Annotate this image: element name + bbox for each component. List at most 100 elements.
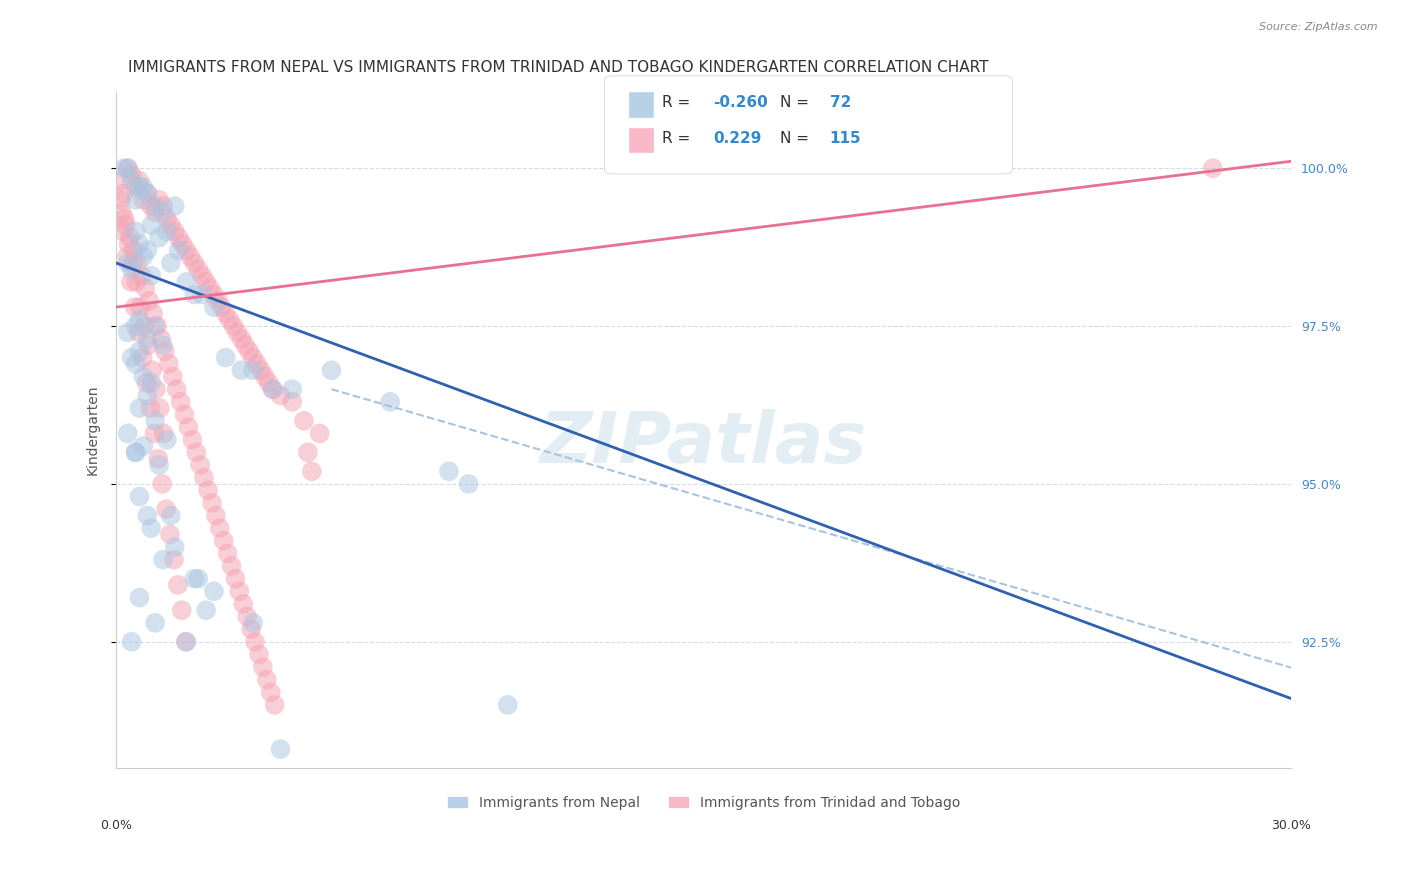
Point <box>232 597 254 611</box>
Point <box>111 205 134 219</box>
Point <box>132 180 155 194</box>
Point <box>159 256 181 270</box>
Point <box>124 224 146 238</box>
Point <box>132 250 155 264</box>
Point <box>195 603 218 617</box>
Point <box>121 256 143 270</box>
Point <box>457 477 479 491</box>
Text: R =: R = <box>662 131 700 145</box>
Point <box>176 275 198 289</box>
Point <box>167 578 190 592</box>
Point <box>191 287 214 301</box>
Point <box>108 174 131 188</box>
Point <box>233 338 256 352</box>
Point <box>159 527 181 541</box>
Point <box>136 186 159 201</box>
Point <box>163 224 186 238</box>
Point <box>270 388 292 402</box>
Point <box>187 262 209 277</box>
Text: 0.229: 0.229 <box>713 131 761 145</box>
Point <box>110 193 132 207</box>
Point <box>118 230 141 244</box>
Point <box>240 622 263 636</box>
Point <box>117 256 139 270</box>
Point <box>152 205 174 219</box>
Point <box>136 388 159 402</box>
Point <box>172 237 194 252</box>
Point <box>221 559 243 574</box>
Point <box>159 218 181 232</box>
Point <box>162 369 184 384</box>
Point <box>128 174 150 188</box>
Point <box>167 244 190 258</box>
Point <box>143 199 166 213</box>
Point <box>187 572 209 586</box>
Point <box>253 369 276 384</box>
Point <box>141 376 163 390</box>
Point <box>117 237 139 252</box>
Point <box>262 382 284 396</box>
Point <box>270 742 292 756</box>
Point <box>136 338 159 352</box>
Point <box>143 205 166 219</box>
Point <box>163 552 186 566</box>
Text: R =: R = <box>662 95 696 110</box>
Point <box>228 584 250 599</box>
Point <box>202 584 225 599</box>
Point <box>321 363 343 377</box>
Point <box>117 326 139 340</box>
Point <box>380 394 402 409</box>
Point <box>117 161 139 176</box>
Point <box>146 319 169 334</box>
Point <box>242 615 264 630</box>
Point <box>143 615 166 630</box>
Point <box>124 193 146 207</box>
Point <box>111 224 134 238</box>
Point <box>193 470 215 484</box>
Point <box>152 199 174 213</box>
Point <box>128 326 150 340</box>
Point <box>181 433 204 447</box>
Point <box>128 591 150 605</box>
Point <box>263 698 285 712</box>
Point <box>112 186 135 201</box>
Text: Source: ZipAtlas.com: Source: ZipAtlas.com <box>1260 22 1378 32</box>
Point <box>145 382 167 396</box>
Point <box>177 420 200 434</box>
Point <box>214 351 236 365</box>
Point <box>141 521 163 535</box>
Point <box>143 319 166 334</box>
Point <box>117 161 139 176</box>
Point <box>120 275 142 289</box>
Text: -0.260: -0.260 <box>713 95 768 110</box>
Point <box>292 414 315 428</box>
Point <box>117 426 139 441</box>
Point <box>243 634 266 648</box>
Point <box>437 464 460 478</box>
Point <box>149 401 172 416</box>
Point <box>148 451 170 466</box>
Point <box>112 161 135 176</box>
Point <box>218 312 240 326</box>
Point <box>207 293 229 308</box>
Point <box>128 401 150 416</box>
Point <box>132 193 155 207</box>
Point <box>1202 161 1225 176</box>
Point <box>246 357 269 371</box>
Point <box>132 439 155 453</box>
Point <box>135 376 157 390</box>
Point <box>128 312 150 326</box>
Point <box>141 363 163 377</box>
Point <box>148 193 170 207</box>
Point <box>148 230 170 244</box>
Point <box>202 287 225 301</box>
Point <box>121 634 143 648</box>
Point <box>197 483 219 498</box>
Point <box>153 344 176 359</box>
Point <box>139 401 162 416</box>
Point <box>148 458 170 472</box>
Point <box>124 300 146 314</box>
Point <box>141 268 163 283</box>
Point <box>242 363 264 377</box>
Point <box>128 237 150 252</box>
